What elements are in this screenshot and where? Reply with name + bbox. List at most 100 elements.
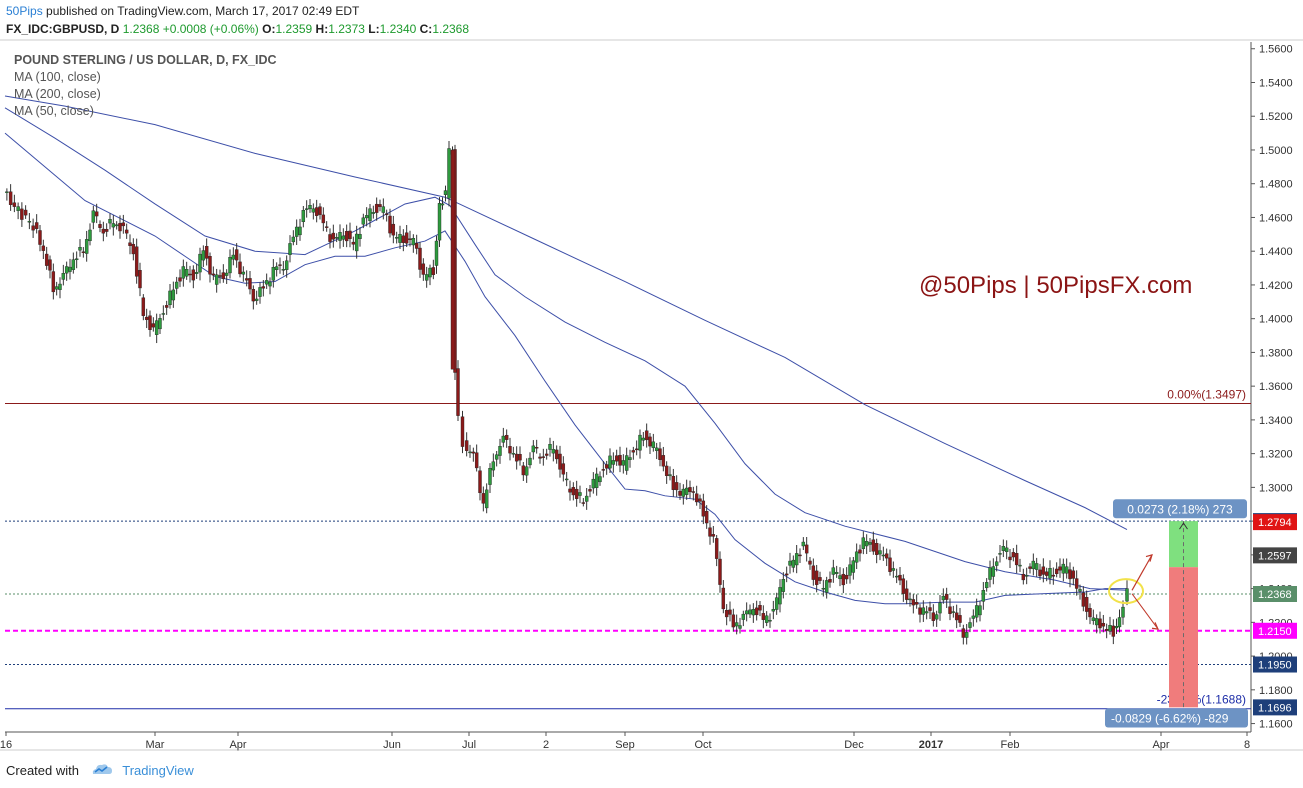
candle-body xyxy=(738,625,742,629)
price-badge-text: 1.2794 xyxy=(1258,517,1292,529)
measure-down-box xyxy=(1169,567,1198,708)
candle-body xyxy=(671,476,676,490)
candle-body xyxy=(581,502,586,504)
candle-body xyxy=(191,269,196,281)
price-badge: 1.2368 xyxy=(1253,586,1297,602)
candle-body xyxy=(484,489,489,509)
candle-body xyxy=(41,245,46,251)
candle-body xyxy=(174,281,179,289)
candle-body xyxy=(841,573,846,586)
low-value: 1.2340 xyxy=(379,22,417,36)
candle-body xyxy=(674,482,679,491)
candle-body xyxy=(774,597,779,610)
candle-body xyxy=(901,578,906,594)
candle-body xyxy=(784,573,789,576)
candle-body xyxy=(121,222,126,227)
price-badge-bg xyxy=(1253,586,1297,602)
price-change: +0.0008 (+0.06%) xyxy=(162,22,259,36)
candle-body xyxy=(424,274,429,281)
candle-body xyxy=(5,191,9,193)
legend-ma-100[interactable]: MA (100, close) xyxy=(14,70,101,84)
candle-body xyxy=(391,223,396,236)
candle-body xyxy=(971,615,976,619)
candle-body xyxy=(754,607,759,616)
y-tick-label: 1.4400 xyxy=(1259,246,1293,258)
x-tick-label: Mar xyxy=(146,739,165,751)
publisher-name[interactable]: 50Pips xyxy=(6,4,43,18)
candle-body xyxy=(301,210,306,223)
candle-body xyxy=(134,246,139,277)
candle-body xyxy=(214,274,219,285)
y-tick-label: 1.3800 xyxy=(1259,347,1293,359)
candle-body xyxy=(768,619,772,622)
candle-body xyxy=(111,223,116,228)
price-badge-text: 1.2150 xyxy=(1258,626,1292,638)
y-tick-label: 1.3400 xyxy=(1259,415,1293,427)
footer-brand-link[interactable]: TradingView xyxy=(122,763,194,778)
candle-body xyxy=(568,488,572,493)
candle-body xyxy=(401,235,406,243)
candle-body xyxy=(241,271,246,275)
candle-body xyxy=(1024,575,1029,577)
measure-down-label-bg xyxy=(1105,708,1248,728)
candle-body xyxy=(638,434,642,451)
candle-body xyxy=(688,487,692,493)
candle-body xyxy=(118,222,122,232)
candle-body xyxy=(741,613,746,620)
candle-body xyxy=(561,463,566,475)
candle-body xyxy=(238,261,242,275)
candle-body xyxy=(378,204,382,207)
candle-body xyxy=(961,628,966,638)
candle-body xyxy=(1114,626,1119,629)
candle-body xyxy=(614,455,619,462)
candle-body xyxy=(34,222,39,229)
candle-body xyxy=(284,260,289,270)
candle-body xyxy=(621,460,626,466)
candle-body xyxy=(1021,573,1026,581)
candle-body xyxy=(443,190,448,195)
x-tick-label: Apr xyxy=(229,739,246,751)
x-tick-label: Jun xyxy=(383,739,401,751)
candle-body xyxy=(1054,568,1059,575)
candle-body xyxy=(598,476,602,483)
legend-ma-50[interactable]: MA (50, close) xyxy=(14,104,94,118)
candle-body xyxy=(1098,618,1102,629)
candle-body xyxy=(324,226,329,228)
candle-body xyxy=(408,238,412,240)
candle-body xyxy=(221,272,226,280)
candle-body xyxy=(374,203,379,213)
candle-body xyxy=(748,609,752,615)
price-badge-bg xyxy=(1253,514,1297,531)
candle-body xyxy=(958,615,962,623)
candle-body xyxy=(1034,563,1039,570)
arrow-up-head-icon xyxy=(1145,553,1153,562)
candle-body xyxy=(1094,618,1099,626)
candle-body xyxy=(1068,569,1072,580)
candle-body xyxy=(64,266,69,274)
candle-body xyxy=(468,451,472,454)
candle-body xyxy=(858,549,862,554)
candle-body xyxy=(591,478,596,489)
candle-body xyxy=(878,550,882,555)
candle-body xyxy=(20,208,24,220)
candle-body xyxy=(460,416,465,447)
candle-body xyxy=(764,615,769,623)
candle-body xyxy=(224,272,229,276)
candle-body xyxy=(1004,547,1009,552)
candle-body xyxy=(634,448,639,451)
candle-body xyxy=(141,297,146,316)
legend-ma-200[interactable]: MA (200, close) xyxy=(14,87,101,101)
candle-body xyxy=(884,553,889,559)
candle-body xyxy=(934,614,939,620)
candle-body xyxy=(78,247,82,251)
candle-body xyxy=(724,610,729,618)
candle-body xyxy=(434,240,439,266)
candle-body xyxy=(178,277,182,282)
candle-body xyxy=(204,246,209,259)
low-label: L: xyxy=(368,22,380,36)
candle-body xyxy=(834,571,839,575)
x-tick-label: Oct xyxy=(694,739,711,751)
candle-body xyxy=(1111,625,1116,637)
y-tick-label: 1.3000 xyxy=(1259,482,1293,494)
